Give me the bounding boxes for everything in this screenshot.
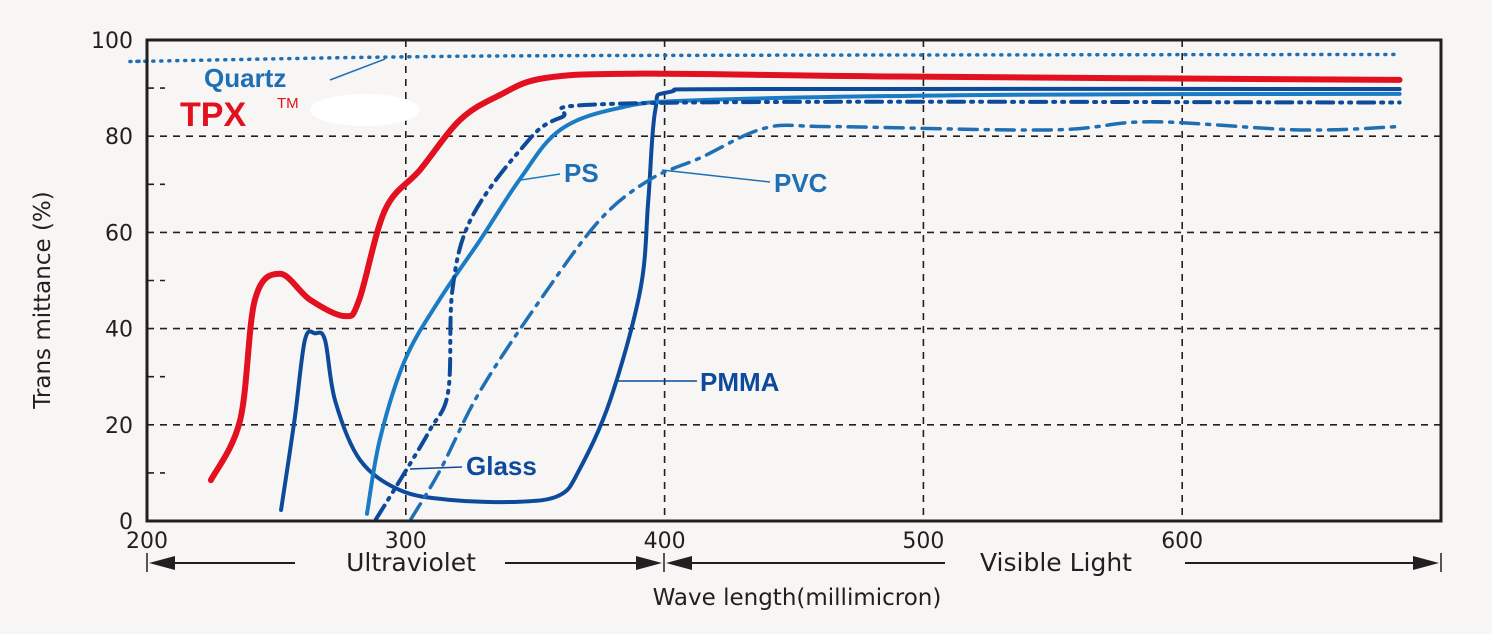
y-tick-label: 100 bbox=[91, 29, 133, 54]
y-tick-label: 40 bbox=[105, 318, 133, 343]
series-label-ps: PS bbox=[564, 158, 599, 188]
y-tick-label: 60 bbox=[105, 221, 133, 246]
quartz-leader bbox=[329, 58, 386, 81]
series-line-pmma bbox=[279, 86, 1402, 512]
series-layer bbox=[128, 52, 1403, 522]
series-label-pmma: PMMA bbox=[700, 367, 780, 397]
series-label-tpx: TPX bbox=[180, 96, 246, 134]
region-label-visible-light: Visible Light bbox=[980, 548, 1132, 577]
region-label-ultraviolet: Ultraviolet bbox=[346, 548, 476, 577]
series-line-pvc bbox=[409, 120, 1402, 521]
x-tick-label: 500 bbox=[902, 529, 944, 554]
x-tick-label: 600 bbox=[1161, 529, 1203, 554]
plot-frame bbox=[145, 38, 1443, 523]
ps-leader bbox=[520, 173, 561, 181]
x-tick-label: 300 bbox=[385, 529, 427, 554]
series-line-tpx bbox=[207, 70, 1403, 484]
series-label-glass: Glass bbox=[466, 451, 537, 481]
x-axis-title: Wave length(millimicron) bbox=[653, 585, 942, 611]
y-axis-title: Trans mittance (%) bbox=[30, 191, 56, 410]
x-tick-label: 400 bbox=[644, 529, 686, 554]
series-line-ps bbox=[364, 91, 1402, 516]
x-tick-label: 200 bbox=[126, 529, 168, 554]
y-tick-label: 20 bbox=[105, 414, 133, 439]
tick-labels: 200 300 400 500 600 0 20 40 60 80 100 bbox=[91, 29, 1203, 554]
series-label-pvc: PVC bbox=[774, 168, 828, 198]
glass-leader bbox=[409, 466, 463, 470]
region-ultraviolet bbox=[146, 553, 1442, 572]
pvc-leader bbox=[661, 169, 771, 183]
series-label-quartz: Quartz bbox=[204, 63, 286, 93]
y-tick-label: 80 bbox=[105, 125, 133, 150]
y-tick-label: 0 bbox=[119, 510, 133, 535]
series-line-quartz bbox=[128, 52, 1402, 64]
series-line-glass bbox=[374, 99, 1402, 522]
erased-watermark bbox=[310, 94, 420, 126]
series-label-tpx-tm: TM bbox=[277, 95, 299, 112]
